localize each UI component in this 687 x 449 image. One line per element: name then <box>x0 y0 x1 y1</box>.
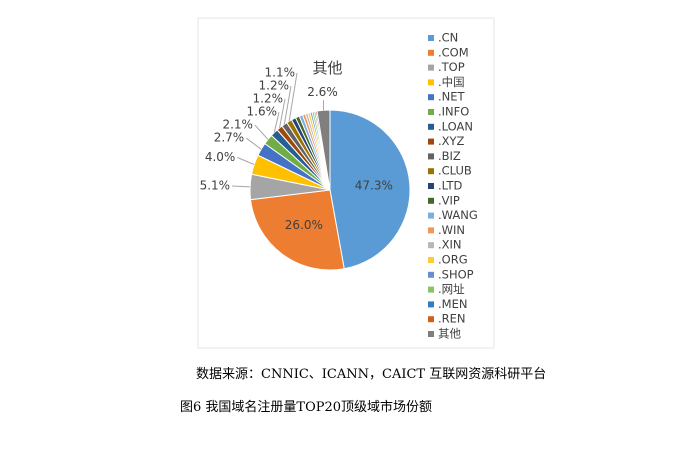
category-label: 其他 <box>312 59 342 77</box>
data-label: 2.6% <box>307 85 338 99</box>
legend-label: .TOP <box>438 60 465 74</box>
leader-line <box>237 157 255 165</box>
leader-line <box>232 185 251 188</box>
legend-label: 其他 <box>438 327 461 341</box>
legend-label: .WANG <box>438 208 478 222</box>
data-label: 26.0% <box>285 218 323 232</box>
legend-swatch <box>428 94 434 101</box>
legend-swatch <box>428 35 434 41</box>
leader-line <box>279 98 286 129</box>
legend-swatch <box>428 286 434 293</box>
legend-swatch <box>428 227 434 234</box>
data-label: 1.2% <box>253 92 284 106</box>
legend-swatch <box>428 301 434 308</box>
data-label: 47.3% <box>355 179 393 193</box>
legend-label: .NET <box>438 90 466 104</box>
data-label: 1.1% <box>265 66 296 80</box>
legend-label: .WIN <box>438 223 465 237</box>
leader-line <box>245 137 262 150</box>
legend-label: .REN <box>438 312 466 326</box>
data-label: 2.7% <box>214 131 245 145</box>
legend-swatch <box>428 183 434 189</box>
legend-label: .INFO <box>438 105 469 119</box>
legend-label: .中国 <box>438 75 465 89</box>
legend-label: .XYZ <box>438 134 465 148</box>
legend-swatch <box>428 316 434 323</box>
pie-slice <box>329 109 411 270</box>
pie-slice <box>316 109 331 191</box>
data-label: 5.1% <box>200 179 231 193</box>
leader-line <box>273 111 280 133</box>
data-label: 1.2% <box>259 79 290 93</box>
source-note: 数据来源：CNNIC、ICANN，CAICT 互联网资源科研平台 <box>196 367 547 382</box>
legend-label: .LTD <box>438 179 463 193</box>
pie-slice <box>250 189 345 271</box>
legend-label: .CN <box>438 31 458 45</box>
legend-swatch <box>428 168 434 175</box>
legend-swatch <box>428 271 434 278</box>
legend-label: .COM <box>438 45 469 59</box>
legend-label: .CLUB <box>438 164 472 178</box>
chart-frame <box>197 17 495 349</box>
legend-swatch <box>428 49 434 56</box>
legend-label: .ORG <box>438 253 468 267</box>
data-label: 1.6% <box>247 105 278 119</box>
leader-line <box>254 124 269 140</box>
legend-label: .MEN <box>438 297 467 311</box>
legend-swatch <box>428 242 434 249</box>
leader-line <box>288 73 298 122</box>
data-label: 2.1% <box>222 118 253 132</box>
legend-label: .XIN <box>438 238 462 252</box>
legend-swatch <box>428 197 434 204</box>
legend-swatch <box>428 64 434 71</box>
legend-swatch <box>428 212 434 219</box>
legend-swatch <box>428 79 434 86</box>
legend-swatch <box>428 153 434 160</box>
chart: 47.3%26.0%5.1%4.0%2.7%2.1%1.6%1.2%1.2%1.… <box>197 17 495 349</box>
figure-caption: 图6 我国域名注册量TOP20顶级域市场份额 <box>180 400 433 415</box>
legend-label: .LOAN <box>438 119 473 133</box>
legend-swatch <box>428 331 434 337</box>
legend-label: .BIZ <box>438 149 461 163</box>
legend-swatch <box>428 109 434 115</box>
data-label: 4.0% <box>205 150 236 164</box>
legend-label: .VIP <box>438 193 460 207</box>
legend-swatch <box>428 123 434 130</box>
legend-label: .网址 <box>438 282 465 296</box>
legend-swatch <box>428 138 434 145</box>
leader-line <box>283 85 292 125</box>
legend-swatch <box>428 257 434 263</box>
legend-label: .SHOP <box>438 267 474 281</box>
